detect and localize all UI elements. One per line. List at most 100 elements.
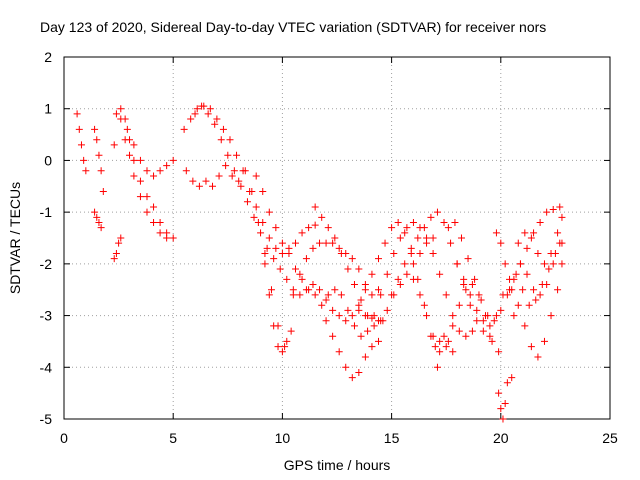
data-point (368, 291, 376, 299)
data-point (237, 182, 245, 190)
data-point (370, 322, 378, 330)
data-point (453, 260, 461, 268)
data-point (117, 234, 125, 242)
series-arc-25 (495, 374, 516, 423)
data-point (126, 151, 134, 159)
data-point (296, 291, 304, 299)
data-point (464, 255, 472, 263)
data-point (486, 332, 494, 340)
data-point (182, 167, 190, 175)
data-point (169, 234, 177, 242)
data-point (292, 265, 300, 273)
series-arc-24 (492, 229, 518, 320)
data-point (423, 234, 431, 242)
data-point (436, 337, 444, 345)
data-point (455, 301, 463, 309)
data-point (115, 239, 123, 247)
data-point (377, 317, 385, 325)
data-point (296, 270, 304, 278)
data-point (523, 244, 531, 252)
data-point (433, 363, 441, 371)
data-point (431, 343, 439, 351)
data-point (150, 218, 158, 226)
data-point (492, 312, 500, 320)
data-point (241, 167, 249, 175)
data-point (451, 218, 459, 226)
y-tick-label: 2 (44, 49, 52, 65)
data-point (136, 193, 144, 201)
data-point (252, 172, 260, 180)
data-point (243, 198, 251, 206)
data-point (150, 172, 158, 180)
series-arc-11 (202, 162, 289, 351)
data-point (350, 322, 358, 330)
data-point (311, 203, 319, 211)
data-point (91, 208, 99, 216)
data-point (429, 234, 437, 242)
data-point (209, 182, 217, 190)
data-point (283, 337, 291, 345)
series-arc-21 (431, 332, 457, 356)
data-point (248, 187, 256, 195)
data-point (403, 270, 411, 278)
data-point (265, 234, 273, 242)
data-point (309, 281, 317, 289)
data-point (488, 337, 496, 345)
data-point (414, 234, 422, 242)
data-point (556, 239, 564, 247)
data-point (409, 275, 417, 283)
data-point (278, 250, 286, 258)
x-tick-label: 0 (60, 430, 68, 446)
data-point (468, 281, 476, 289)
data-point (331, 234, 339, 242)
data-point (444, 337, 452, 345)
data-point (287, 327, 295, 335)
data-point (355, 265, 363, 273)
data-point (156, 229, 164, 237)
data-point (342, 363, 350, 371)
data-point (427, 213, 435, 221)
data-point (383, 270, 391, 278)
data-point (558, 213, 566, 221)
data-point (495, 389, 503, 397)
data-point (355, 368, 363, 376)
data-point (499, 415, 507, 423)
series-arc-7 (121, 136, 171, 242)
data-point (501, 399, 509, 407)
data-point (335, 312, 343, 320)
data-point (536, 218, 544, 226)
data-point (407, 244, 415, 252)
data-point (329, 306, 337, 314)
data-point (311, 291, 319, 299)
data-point (503, 379, 511, 387)
data-point (374, 255, 382, 263)
data-point (477, 296, 485, 304)
data-point (97, 167, 105, 175)
series-arc-3 (91, 208, 105, 232)
data-point (429, 332, 437, 340)
data-point (298, 275, 306, 283)
y-tick-label: -2 (40, 256, 53, 272)
data-point (501, 260, 509, 268)
data-point (180, 125, 188, 133)
data-point (285, 250, 293, 258)
data-point (121, 115, 129, 123)
data-point (252, 203, 260, 211)
data-point (514, 239, 522, 247)
data-point (471, 275, 479, 283)
series-arc-26 (514, 213, 566, 268)
data-point (429, 250, 437, 258)
data-point (95, 151, 103, 159)
data-point (204, 110, 212, 118)
data-point (169, 156, 177, 164)
data-point (514, 301, 522, 309)
data-point (110, 255, 118, 263)
series-arc-8 (180, 102, 319, 258)
data-point (206, 105, 214, 113)
data-point (324, 291, 332, 299)
data-point (322, 296, 330, 304)
data-point (460, 275, 468, 283)
x-tick-label: 20 (493, 430, 509, 446)
data-point (506, 275, 514, 283)
